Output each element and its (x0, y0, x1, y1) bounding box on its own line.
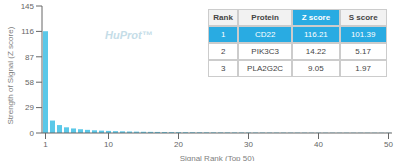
svg-text:30: 30 (244, 140, 253, 149)
html-text:1.97: 1.97 (355, 64, 371, 74)
html-text:Rank: Rank (213, 13, 233, 23)
html-text:PLA2G2C: PLA2G2C (247, 64, 284, 74)
html-text:1: 1 (220, 30, 226, 40)
html-text:3: 3 (220, 64, 226, 74)
svg-text:87: 87 (25, 53, 34, 62)
html-text:116.21: 116.21 (303, 30, 328, 40)
svg-text:145: 145 (21, 2, 35, 11)
svg-text:1: 1 (43, 140, 48, 149)
svg-text:20: 20 (174, 140, 183, 149)
html-text:9.05: 9.05 (308, 64, 324, 74)
html-text:2: 2 (220, 47, 226, 57)
svg-text:0: 0 (30, 129, 35, 138)
html-text:Z score: Z score (301, 13, 331, 23)
svg-text:Strength of Signal (Z score): Strength of Signal (Z score) (6, 26, 15, 124)
svg-text:10: 10 (104, 140, 113, 149)
html-text:S score: S score (348, 13, 378, 23)
svg-text:116: 116 (21, 27, 34, 36)
html-text:Protein: Protein (251, 13, 279, 23)
svg-text:Signal Rank (Top 50): Signal Rank (Top 50) (180, 154, 255, 161)
html-text:PIK3C3: PIK3C3 (251, 47, 279, 57)
svg-text:29: 29 (25, 103, 34, 112)
html-text:101.39: 101.39 (350, 30, 376, 40)
svg-text:50: 50 (384, 140, 393, 149)
html-text:14.22: 14.22 (305, 47, 326, 57)
svg-text:40: 40 (314, 140, 323, 149)
html-text:CD22: CD22 (254, 30, 276, 40)
html-text:HuProt™: HuProt™ (105, 28, 153, 41)
svg-text:58: 58 (25, 78, 34, 87)
html-text:5.17: 5.17 (355, 47, 371, 57)
